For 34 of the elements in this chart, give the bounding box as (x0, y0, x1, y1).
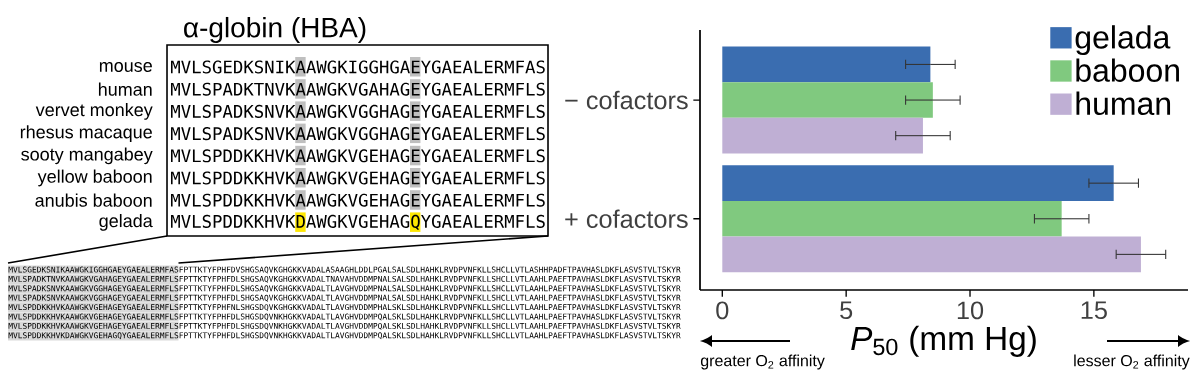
legend-label: human (1076, 91, 1171, 116)
x-tick-label: 15 (1081, 301, 1107, 320)
x-tick-label: 5 (840, 301, 853, 320)
text: lesser O$_{2}$ affinity (1074, 354, 1190, 370)
text: MVLSPADKTNVKAAWGKVGAHAGEYGAEALERMFLS (171, 82, 545, 96)
legend-label: baboon (1076, 58, 1179, 82)
text: MVLSPADKSNVKAAWGKVGGHAGEYGAEALERMFLS (171, 104, 545, 118)
text: MVLSPDDKKHVKAAWGKVGEHAGEYGAEALERMFLS (171, 149, 545, 163)
bar (722, 46, 931, 83)
bar (722, 165, 1114, 201)
y-tick-label: − cofactors (565, 90, 688, 110)
bar (722, 236, 1141, 273)
bar (722, 200, 1062, 237)
bar (722, 82, 933, 118)
legend-label: gelada (1075, 25, 1171, 56)
text: MVLSPDDKKHVKAAWGKVGEHAGEYGAEALERMFLS (171, 171, 545, 185)
x-tick-label: 10 (957, 301, 984, 320)
text: MVLSGEDKSNIKAAWGKIGGHGAEYGAEALERMFAS (171, 60, 545, 74)
text: α-globin (HBA) (184, 16, 366, 44)
text: sooty mangabey (21, 147, 153, 165)
text: anubis baboon (35, 193, 152, 207)
text: yellow baboon (37, 169, 152, 187)
text: greater O$_{2}$ affinity (700, 354, 825, 370)
bar (722, 117, 923, 154)
text: gelada (99, 214, 153, 231)
x-tick-label: 0 (716, 301, 729, 320)
text: mouse (99, 62, 152, 72)
text: MVLSPDDKKHVKAAWGKVGEHAGEYGAEALERMFLS (171, 193, 545, 207)
x-axis-title: P$_{50}$ (mm Hg) (851, 325, 1036, 357)
text: human (98, 82, 152, 96)
text: rhesus macaque (20, 125, 152, 142)
text: vervet monkey (35, 103, 153, 120)
y-tick-label: + cofactors (565, 209, 688, 229)
text: MVLSPADKSNVKAAWGKVGGHAGEYGAEALERMFLS (171, 127, 545, 141)
